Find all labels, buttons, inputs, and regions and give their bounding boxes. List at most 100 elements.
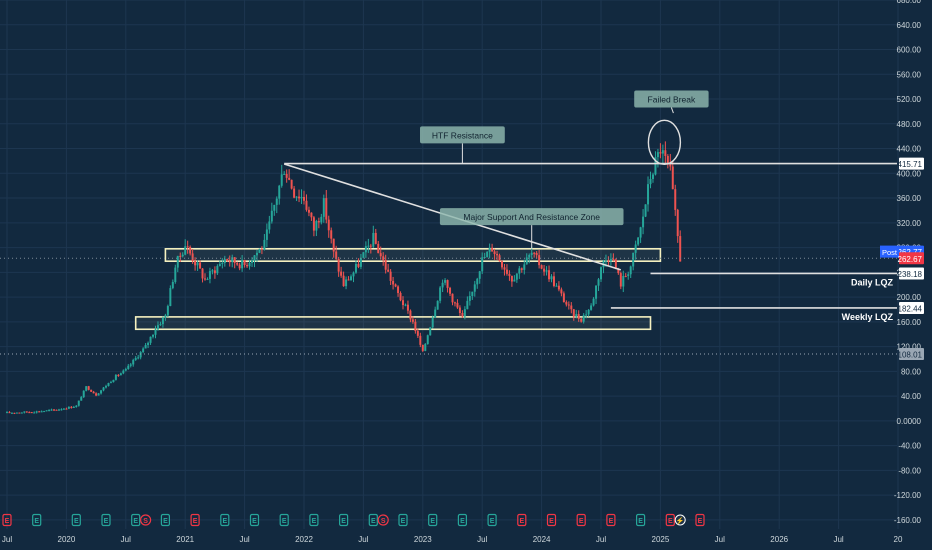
y-axis[interactable]: 680.00 640.00 600.00 560.00 520.00 480.00 440.… [880,0,924,525]
earnings-event-icon [606,513,616,527]
candle-body [199,262,202,269]
y-tick-label: 360.00 [897,194,922,203]
last-price-tag-bg [899,252,924,265]
candle-body [15,412,18,414]
candle-body [384,259,387,270]
x-tick-label: 2022 [295,535,313,544]
split-event-icon [377,514,389,526]
x-axis[interactable]: Jul 2020 Jul 2021 Jul 2022 Jul 2023 Jul 2024 Jul 20… [2,535,903,544]
candle-body [243,259,246,265]
candle-body [255,252,258,256]
candle-body [656,152,659,158]
candle-body [303,196,305,201]
zone-label-bg [439,208,624,226]
candle-body [651,174,654,179]
x-tick-label: Jul [239,535,249,544]
x-tick-label: Jul [358,535,368,544]
candle-body [411,319,414,322]
candle-body [28,412,31,414]
candle-body [322,198,325,217]
earnings-event-icon [101,513,111,527]
candle-body [20,412,23,414]
candle-body [453,302,456,304]
y-tick-label: 80.00 [901,367,922,376]
event-type: E [312,518,317,525]
candle-body [139,352,142,358]
candle-body [471,291,474,297]
candle-body [528,254,531,258]
candle-body [434,309,437,318]
y-tick-label: 560.00 [897,70,922,79]
candle-body [679,236,682,262]
earnings-event-icon [368,513,378,527]
candle-body [402,300,404,306]
candle-body [481,257,484,272]
candle-body [585,314,588,316]
candle-body [394,284,397,287]
candle-body [50,409,53,411]
candle-body [392,280,395,285]
candle-body [486,251,489,258]
candle-body [105,386,107,388]
daily-lqz-tag-bg [899,267,924,280]
candle-body [171,281,174,289]
x-tick-label: 2025 [652,535,670,544]
candle-body [196,262,199,266]
candle-body [134,358,137,360]
event-type: E [5,518,10,525]
y-tick-label: 520.00 [897,95,922,104]
candle-body [293,188,296,198]
candle-body [362,252,365,258]
candle-body [285,173,288,178]
candle-body [501,261,503,268]
event-type: E [104,518,109,525]
candle-body [211,270,214,272]
candle-body [426,335,429,345]
candle-body [590,305,593,310]
candle-body [43,411,46,413]
candle-body [446,280,449,288]
candle-body [30,412,33,414]
htf-resistance-label-bg [420,126,505,144]
candle-body [461,312,464,317]
earnings-event-icon [665,513,675,527]
candle-body [87,386,90,390]
earnings-event-icon [131,513,141,527]
bolt-event-icon [674,514,686,526]
candle-body [367,245,370,247]
candle-body [387,269,390,272]
candle-body [555,285,558,287]
candle-body [617,268,620,274]
candle-body [112,379,115,383]
candle-body [204,278,206,280]
candle-body [439,287,442,301]
candle-body [283,173,286,175]
event-type: E [579,518,584,525]
earnings-event-icon [190,513,200,527]
candle-body [468,296,471,301]
candle-body [414,321,417,332]
candle-body [95,393,98,396]
x-tick-label: 2026 [770,535,788,544]
candle-body [332,238,335,252]
candle-body [592,298,595,306]
candle-body [335,251,338,260]
candle-body [60,409,63,411]
candle-body [337,259,340,272]
candle-body [436,300,439,310]
candle-body [622,275,625,287]
event-type: E [282,518,287,525]
htf-price-tag-bg [899,157,924,170]
y-tick-label: 120.00 [897,343,922,352]
candle-body [496,253,499,256]
candle-body [354,263,357,273]
candle-body [191,253,194,261]
candle-body [310,212,313,218]
candle-body [409,310,412,320]
candle-body [45,410,48,412]
candle-body [520,268,523,270]
candle-body [184,246,187,255]
candle-body [194,260,197,266]
candle-body [70,406,73,408]
